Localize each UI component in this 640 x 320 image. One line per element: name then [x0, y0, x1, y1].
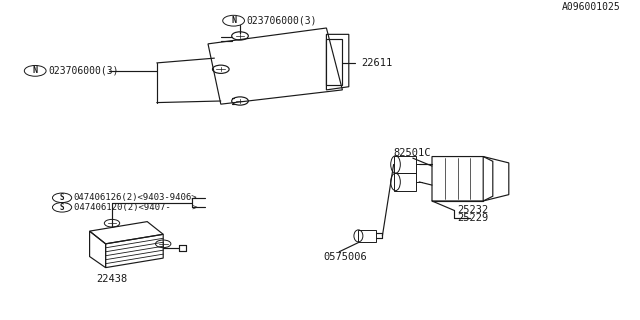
Text: 82501C: 82501C — [394, 148, 431, 158]
Text: 25232: 25232 — [458, 205, 489, 215]
Text: S: S — [60, 193, 65, 202]
Text: 25229: 25229 — [458, 213, 489, 223]
Text: 047406126(2)<9403-9406>: 047406126(2)<9403-9406> — [74, 193, 197, 202]
Text: 0575006: 0575006 — [324, 252, 367, 261]
Text: A096001025: A096001025 — [562, 2, 621, 12]
Text: 023706000(3): 023706000(3) — [48, 66, 118, 76]
Text: N: N — [231, 16, 236, 25]
Text: S: S — [60, 203, 65, 212]
Text: 22611: 22611 — [362, 58, 393, 68]
Text: N: N — [33, 66, 38, 75]
Text: 22438: 22438 — [97, 274, 127, 284]
Text: 023706000(3): 023706000(3) — [246, 16, 317, 26]
Text: 047406120(2)<9407-    >: 047406120(2)<9407- > — [74, 203, 197, 212]
